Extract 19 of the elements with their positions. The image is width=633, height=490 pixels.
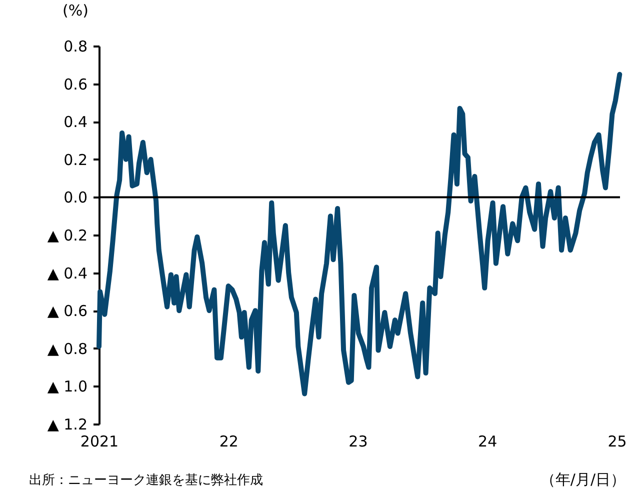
x-tick-label: 2021 [80, 432, 119, 450]
y-tick-label: ▲ 0.2 [47, 226, 88, 244]
x-tick-label: 24 [478, 432, 498, 450]
y-tick-label: 0.6 [64, 75, 88, 94]
y-tick-label: 0.8 [64, 38, 88, 56]
x-tick-label: 22 [219, 432, 238, 450]
x-axis-title: （年/月/日） [540, 470, 626, 488]
y-tick-label: ▲ 0.6 [47, 302, 88, 320]
x-tick-label: 25 [608, 432, 627, 450]
y-axis-title: (%) [62, 2, 88, 20]
y-tick-label: ▲ 1.2 [47, 416, 88, 434]
y-tick-label: ▲ 0.4 [47, 264, 88, 282]
text: 出所：ニューヨーク連銀を基に弊社作成 [29, 473, 263, 488]
y-tick-label: 0.4 [64, 113, 88, 132]
y-tick-label: 0.0 [64, 188, 88, 207]
y-tick-label: ▲ 0.8 [47, 340, 88, 358]
y-tick-label: ▲ 1.0 [47, 378, 88, 396]
x-tick-label: 23 [348, 432, 368, 450]
y-tick-label: 0.2 [64, 150, 88, 169]
